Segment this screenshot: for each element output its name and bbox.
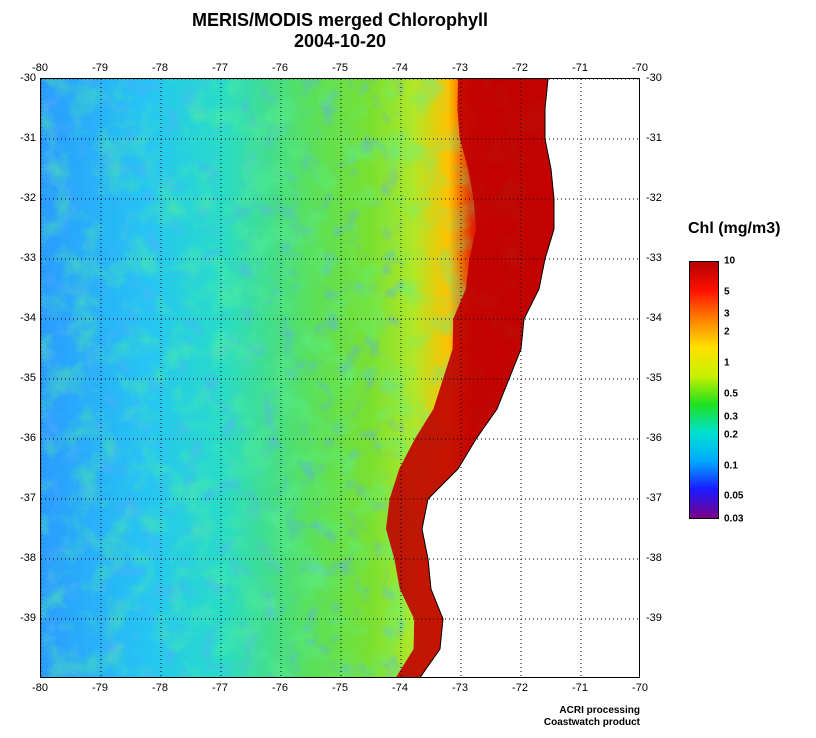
lon-tick-bottom-9: -71 bbox=[572, 682, 588, 694]
lon-tick-top-9: -71 bbox=[572, 62, 588, 74]
lat-tick-left-6: -36 bbox=[20, 432, 36, 444]
lon-tick-bottom-4: -76 bbox=[272, 682, 288, 694]
colorbar-label-10: 0.03 bbox=[724, 513, 744, 525]
lat-tick-right-3: -33 bbox=[646, 252, 662, 264]
colorbar-label-8: 0.1 bbox=[724, 460, 738, 472]
credit-processing: ACRI processing bbox=[559, 705, 640, 716]
lon-tick-bottom-1: -79 bbox=[92, 682, 108, 694]
map-canvas bbox=[41, 79, 639, 677]
lon-tick-bottom-5: -75 bbox=[332, 682, 348, 694]
lat-tick-left-8: -38 bbox=[20, 552, 36, 564]
colorbar-label-0: 10 bbox=[724, 255, 736, 267]
lat-tick-right-4: -34 bbox=[646, 312, 662, 324]
lat-tick-left-1: -31 bbox=[20, 132, 36, 144]
lat-tick-right-8: -38 bbox=[646, 552, 662, 564]
lon-tick-bottom-7: -73 bbox=[452, 682, 468, 694]
credit-product: Coastwatch product bbox=[543, 717, 640, 728]
colorbar-label-1: 5 bbox=[724, 286, 730, 298]
lon-tick-top-10: -70 bbox=[632, 62, 648, 74]
map-title: MERIS/MODIS merged Chlorophyll bbox=[191, 10, 489, 30]
lat-tick-left-2: -32 bbox=[20, 192, 36, 204]
graticule bbox=[41, 79, 639, 677]
lon-tick-bottom-2: -78 bbox=[152, 682, 168, 694]
colorbar-label-6: 0.3 bbox=[724, 411, 738, 423]
lat-tick-right-9: -39 bbox=[646, 612, 662, 624]
colorbar-label-4: 1 bbox=[724, 357, 730, 369]
lon-tick-bottom-0: -80 bbox=[32, 682, 48, 694]
lat-tick-right-5: -35 bbox=[646, 372, 662, 384]
lon-tick-bottom-8: -72 bbox=[512, 682, 528, 694]
lat-tick-right-6: -36 bbox=[646, 432, 662, 444]
lon-tick-bottom-10: -70 bbox=[632, 682, 648, 694]
legend-title: Chl (mg/m3) bbox=[688, 220, 781, 237]
lon-tick-top-4: -76 bbox=[272, 62, 288, 74]
lon-tick-bottom-3: -77 bbox=[212, 682, 228, 694]
lat-tick-left-0: -30 bbox=[20, 72, 36, 84]
colorbar-label-9: 0.05 bbox=[724, 490, 744, 502]
lon-tick-top-5: -75 bbox=[332, 62, 348, 74]
coastal-bloom bbox=[386, 79, 554, 677]
lat-tick-left-7: -37 bbox=[20, 492, 36, 504]
lon-tick-top-7: -73 bbox=[452, 62, 468, 74]
colorbar bbox=[689, 261, 719, 519]
lat-tick-left-9: -39 bbox=[20, 612, 36, 624]
lat-tick-right-7: -37 bbox=[646, 492, 662, 504]
lon-tick-top-6: -74 bbox=[392, 62, 408, 74]
colorbar-label-2: 3 bbox=[724, 308, 730, 320]
lon-tick-bottom-6: -74 bbox=[392, 682, 408, 694]
lon-tick-top-2: -78 bbox=[152, 62, 168, 74]
chlorophyll-map[interactable] bbox=[40, 78, 640, 678]
lat-tick-left-3: -33 bbox=[20, 252, 36, 264]
lat-tick-right-2: -32 bbox=[646, 192, 662, 204]
colorbar-label-7: 0.2 bbox=[724, 429, 738, 441]
lon-tick-top-0: -80 bbox=[32, 62, 48, 74]
lat-tick-right-0: -30 bbox=[646, 72, 662, 84]
colorbar-label-3: 2 bbox=[724, 326, 730, 338]
map-date: 2004-10-20 bbox=[293, 31, 387, 51]
colorbar-label-5: 0.5 bbox=[724, 388, 738, 400]
lon-tick-top-1: -79 bbox=[92, 62, 108, 74]
lon-tick-top-3: -77 bbox=[212, 62, 228, 74]
lat-tick-left-4: -34 bbox=[20, 312, 36, 324]
lat-tick-left-5: -35 bbox=[20, 372, 36, 384]
lon-tick-top-8: -72 bbox=[512, 62, 528, 74]
lat-tick-right-1: -31 bbox=[646, 132, 662, 144]
